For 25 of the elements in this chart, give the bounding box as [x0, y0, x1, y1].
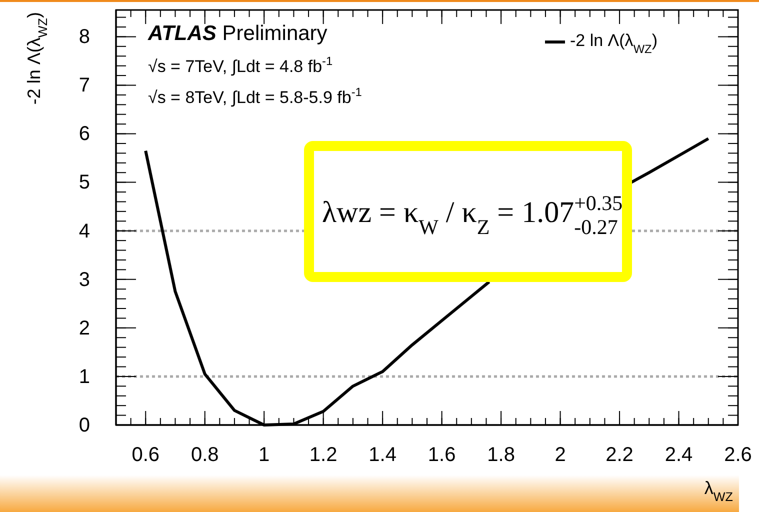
- annotation: ATLAS Preliminary: [147, 22, 328, 45]
- y-tick-label: 8: [78, 26, 90, 48]
- y-tick-label: 6: [78, 123, 90, 146]
- x-tick-label: 2: [554, 444, 566, 466]
- x-tick-label: 1.4: [368, 444, 396, 466]
- y-tick-label: 1: [78, 366, 90, 388]
- x-tick-label: 0.8: [190, 444, 219, 466]
- y-tick-label: 0: [78, 414, 90, 436]
- y-tick-label: 2: [78, 317, 90, 340]
- x-tick-label: 1: [258, 444, 270, 466]
- x-tick-label: 2.2: [606, 444, 634, 466]
- legend-label: -2 ln Λ(λ$_{WZ}$): [570, 31, 658, 56]
- x-tick-label: 1.8: [487, 444, 515, 466]
- annotation: √s = 8TeV, ∫Ldt = 5.8-5.9 fb$^{-1}$: [148, 85, 362, 107]
- y-tick-label: 7: [78, 74, 90, 97]
- x-tick-label: 2.4: [664, 444, 693, 466]
- y-tick-label: 4: [78, 220, 90, 242]
- x-tick-label: 2.6: [724, 444, 752, 466]
- x-tick-label: 1.2: [309, 444, 338, 466]
- x-tick-label: 1.6: [428, 444, 456, 466]
- x-axis-title: λ$_{WZ}$: [704, 478, 734, 504]
- x-tick-label: 0.6: [132, 444, 160, 466]
- y-tick-label: 3: [78, 268, 90, 291]
- y-tick-label: 5: [78, 172, 90, 194]
- annotation: √s = 7TeV, ∫Ldt = 4.8 fb$^{-1}$: [148, 54, 334, 76]
